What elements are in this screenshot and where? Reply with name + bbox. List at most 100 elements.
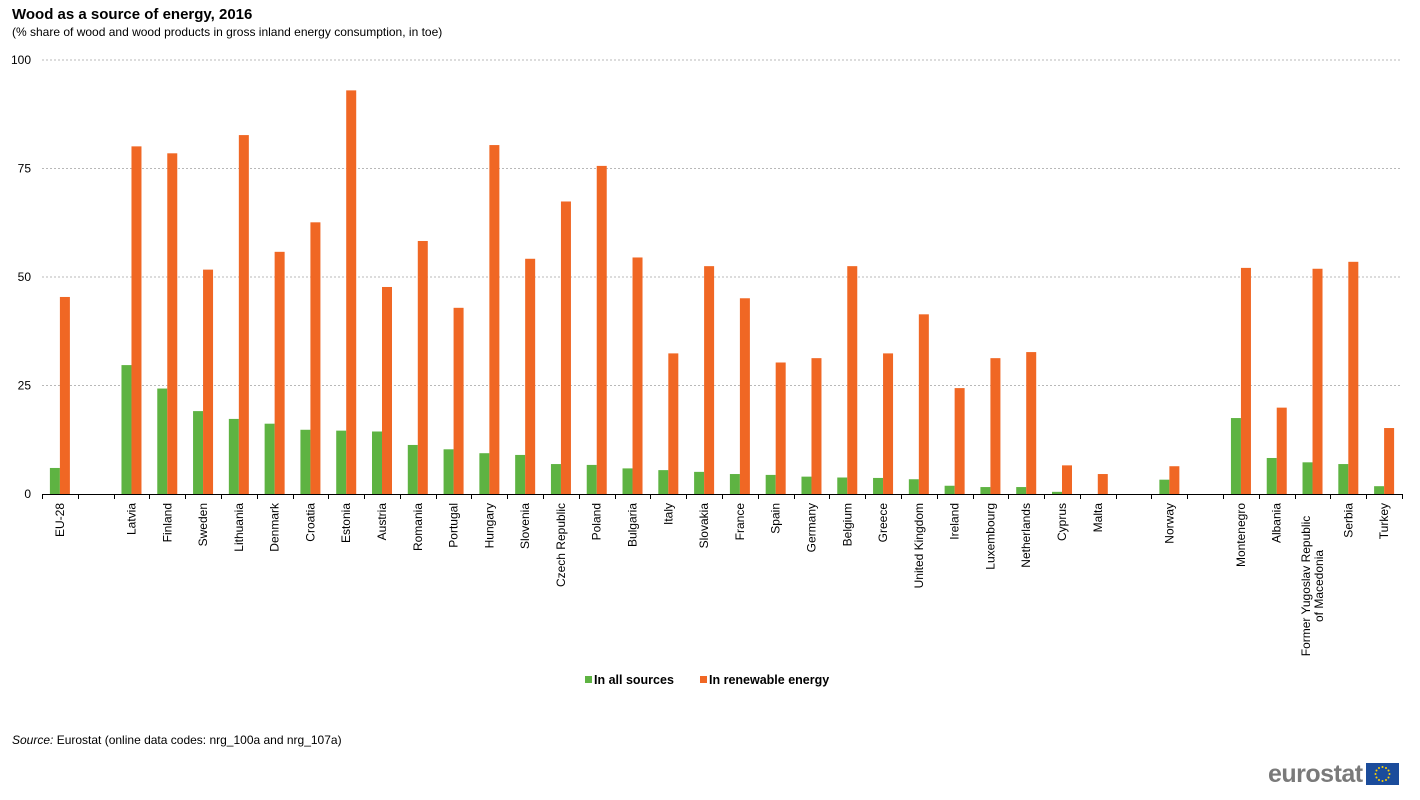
x-tick-label: Montenegro — [1234, 503, 1248, 567]
bar-all-sources — [658, 470, 669, 494]
bar-renewable — [525, 258, 536, 494]
bar-all-sources — [228, 418, 239, 494]
x-tick-label: Finland — [160, 503, 174, 542]
bar-renewable — [704, 266, 715, 494]
bar-all-sources — [407, 444, 418, 494]
bar-renewable — [596, 165, 607, 494]
bar-renewable — [811, 358, 822, 494]
bar-all-sources — [300, 429, 311, 494]
legend-label: In renewable energy — [709, 673, 829, 687]
bar-renewable — [1384, 428, 1395, 494]
bar-renewable — [918, 314, 929, 494]
x-tick-label: Greece — [876, 503, 890, 543]
bar-all-sources — [729, 474, 740, 494]
bar-all-sources — [908, 479, 919, 494]
bar-all-sources — [157, 388, 168, 494]
logo-text: eurostat — [1268, 759, 1363, 788]
x-tick-label: Romania — [411, 503, 425, 551]
x-tick-label: Latvia — [124, 503, 138, 535]
y-tick-label: 100 — [11, 53, 31, 67]
bar-all-sources — [1230, 418, 1241, 494]
bar-all-sources — [980, 487, 991, 494]
bar-all-sources — [264, 423, 275, 494]
bar-renewable — [847, 266, 858, 494]
bar-all-sources — [49, 467, 60, 494]
legend-swatch — [700, 676, 707, 683]
bar-renewable — [739, 298, 750, 494]
x-tick-label: Denmark — [268, 502, 282, 552]
x-axis: EU-28 Latvia Finland Sweden Lithuania Denmark… — [42, 494, 1403, 656]
bar-renewable — [131, 146, 142, 494]
bar-all-sources — [372, 431, 382, 494]
bar-all-sources — [801, 476, 812, 494]
bar-renewable — [1062, 465, 1072, 494]
bar-renewable — [417, 240, 428, 494]
bar-all-sources — [1338, 464, 1349, 494]
bar-renewable — [382, 286, 392, 494]
bar-renewable — [274, 251, 285, 494]
x-tick-label: France — [733, 503, 747, 541]
y-tick-label: 50 — [18, 270, 32, 284]
bar-renewable — [1240, 267, 1251, 494]
bar-all-sources — [1052, 491, 1062, 494]
bar-all-sources — [443, 449, 454, 494]
bar-all-sources — [873, 477, 884, 494]
x-tick-label: Slovakia — [697, 503, 711, 549]
y-tick-label: 25 — [18, 379, 32, 393]
x-tick-label: Lithuania — [232, 503, 246, 552]
source-note: Source: Eurostat (online data codes: nrg… — [12, 733, 342, 747]
legend-label: In all sources — [594, 673, 674, 687]
x-tick-label: Bulgaria — [626, 503, 640, 547]
bar-renewable — [346, 90, 357, 494]
bar-renewable — [1097, 474, 1108, 494]
bar-renewable — [59, 296, 70, 494]
x-tick-label: Austria — [375, 503, 389, 541]
bar-renewable — [489, 145, 500, 494]
bar-chart: 0 25 50 75 100 EU-28 Latvia Finland Sweden Lithu… — [11, 53, 1403, 687]
chart-subtitle: (% share of wood and wood products in gr… — [12, 25, 443, 39]
source-text: Eurostat (online data codes: nrg_100a an… — [53, 733, 342, 747]
chart-title: Wood as a source of energy, 2016 — [12, 6, 253, 23]
bar-renewable — [453, 307, 464, 494]
x-tick-label: Poland — [590, 503, 604, 540]
x-tick-label: Czech Republic — [554, 503, 568, 587]
legend: In all sources In renewable energy — [585, 673, 829, 687]
bar-all-sources — [1159, 479, 1170, 494]
x-tick-label: Italy — [661, 503, 675, 525]
bar-all-sources — [479, 453, 490, 494]
x-tick-label: Albania — [1270, 503, 1284, 543]
bar-renewable — [560, 201, 571, 494]
source-label: Source: — [12, 733, 54, 747]
bar-all-sources — [765, 474, 776, 494]
bar-all-sources — [622, 468, 633, 494]
bar-renewable — [1348, 261, 1359, 494]
bar-all-sources — [694, 471, 705, 494]
x-tick-label: Portugal — [447, 503, 461, 548]
x-tick-label: Spain — [769, 503, 783, 534]
bar-renewable — [632, 257, 643, 494]
bar-all-sources — [336, 430, 347, 494]
x-tick-label: Serbia — [1341, 503, 1355, 538]
x-tick-label: Ireland — [948, 503, 962, 540]
bar-all-sources — [586, 464, 597, 494]
bar-renewable — [1276, 407, 1287, 494]
y-tick-label: 0 — [24, 487, 31, 501]
bar-renewable — [167, 153, 178, 494]
bar-renewable — [1026, 352, 1037, 494]
x-tick-label: Former Yugoslav Republicof Macedonia — [1299, 516, 1326, 657]
x-tick-label: Cyprus — [1055, 503, 1069, 541]
bar-renewable — [990, 358, 1001, 494]
x-tick-label: Luxembourg — [983, 503, 997, 570]
bar-renewable — [203, 269, 214, 494]
x-tick-label: Norway — [1162, 503, 1176, 544]
bar-all-sources — [193, 411, 204, 494]
x-tick-label: Malta — [1091, 503, 1105, 533]
bars — [49, 90, 1395, 495]
bar-renewable — [1169, 466, 1180, 494]
y-tick-label: 75 — [18, 162, 32, 176]
x-tick-label: Germany — [804, 503, 818, 552]
x-tick-label: Belgium — [840, 503, 854, 546]
bar-all-sources — [515, 454, 526, 494]
x-tick-label: EU-28 — [53, 503, 67, 537]
eu-flag-icon — [1365, 763, 1399, 785]
